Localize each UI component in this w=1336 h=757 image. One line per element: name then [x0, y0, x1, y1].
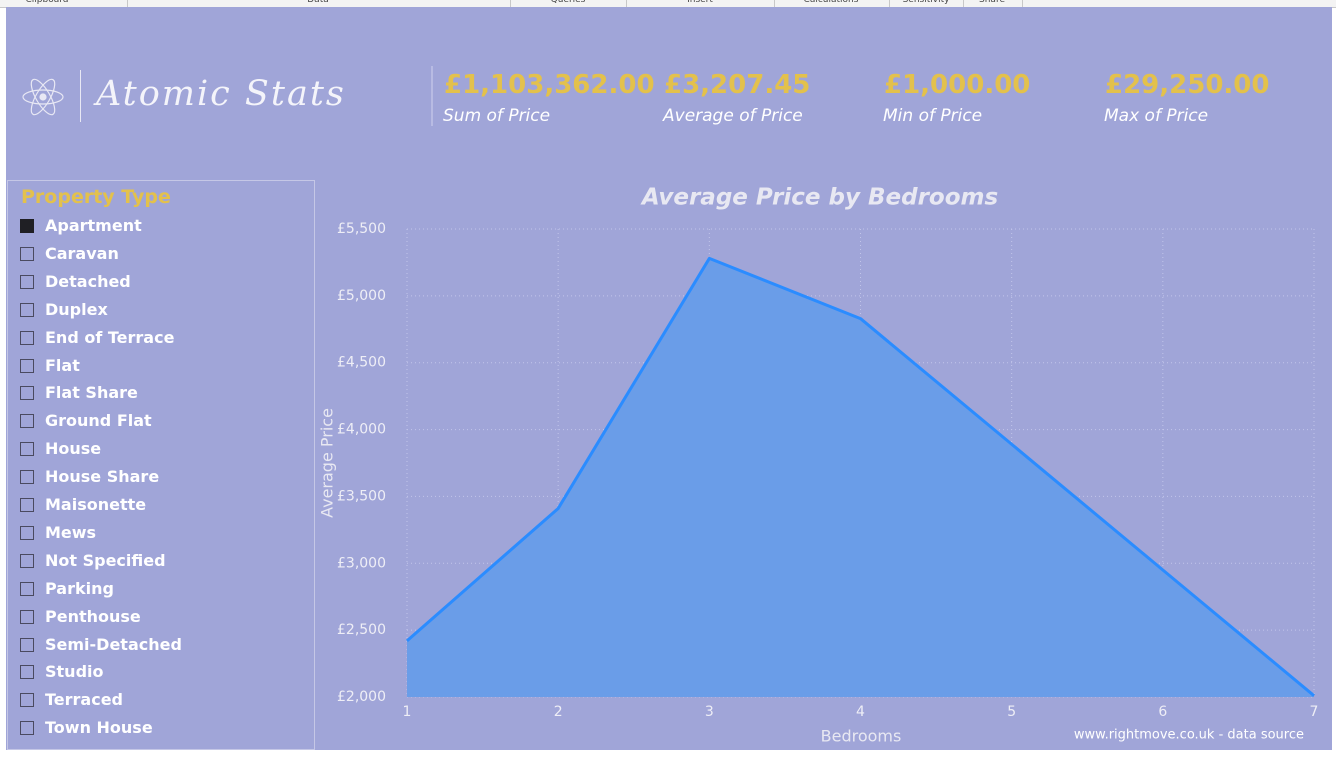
checkbox: [20, 302, 34, 317]
y-tick-label: £4,500: [337, 355, 386, 371]
x-tick-label: 3: [705, 704, 714, 720]
card-divider: [431, 66, 433, 126]
area-line: [406, 256, 1315, 697]
checkbox: [20, 470, 34, 485]
x-tick-label: 7: [1310, 704, 1319, 720]
ribbon-group-label: Calculations: [803, 0, 859, 5]
y-tick-label: £2,000: [337, 689, 386, 705]
ribbon-group-label: Data: [307, 0, 329, 5]
slicer-item-label: Parking: [45, 578, 114, 598]
slicer-item-label: Mews: [45, 522, 97, 542]
logo-text: Atomic Stats: [96, 74, 346, 114]
chart-title: Average Price by Bedrooms: [640, 185, 998, 211]
slicer-item-label: Caravan: [45, 243, 119, 263]
checkbox: [20, 358, 34, 373]
slicer-item-label: Maisonette: [45, 495, 147, 514]
slicer-item-label: Not Specified: [45, 550, 166, 570]
kpi-label: Average of Price: [663, 106, 803, 126]
slicer-item-label: Terraced: [45, 690, 124, 710]
x-tick-label: 2: [554, 704, 563, 720]
slicer-item-label: Studio: [45, 662, 104, 682]
checkbox: [20, 553, 34, 568]
ribbon-group-label: Clipboard: [25, 0, 69, 5]
x-tick-label: 6: [1158, 704, 1167, 720]
slicer-item-label: Ground Flat: [45, 411, 152, 431]
ribbon-separator: [774, 0, 775, 7]
checkbox: [20, 442, 34, 457]
checkbox: [20, 637, 34, 652]
logo-divider: [80, 70, 81, 122]
y-tick-label: £5,500: [337, 221, 386, 237]
ribbon-separator: [963, 0, 964, 7]
checkbox: [20, 246, 34, 261]
slicer-item-label: Flat: [45, 355, 80, 375]
kpi-label: Min of Price: [883, 106, 983, 126]
kpi-label: Max of Price: [1104, 106, 1209, 126]
checkbox: [20, 330, 34, 345]
checkbox: [20, 386, 34, 401]
x-tick-label: 4: [856, 704, 865, 720]
checkbox: [20, 581, 34, 596]
kpi-label: Sum of Price: [443, 106, 551, 126]
area-fill: [407, 258, 1314, 697]
ribbon-separator: [889, 0, 890, 7]
kpi-value: £1,103,362.00: [444, 70, 655, 100]
slicer-item-label: Flat Share: [45, 383, 138, 403]
slicer-item-label: Apartment: [45, 216, 142, 235]
slicer-item-label: Town House: [45, 718, 153, 738]
kpi-value: £1,000.00: [884, 70, 1031, 100]
y-tick-label: £2,500: [337, 622, 386, 638]
ribbon-separator: [1022, 0, 1023, 7]
y-tick-label: £4,000: [337, 422, 386, 438]
ribbon-group-label: Sensitivity: [902, 0, 950, 5]
x-tick-label: 1: [403, 704, 412, 720]
y-tick-label: £3,000: [337, 555, 386, 571]
kpi-value: £29,250.00: [1105, 70, 1270, 100]
y-axis-label: Average Price: [318, 408, 337, 518]
ribbon-separator: [510, 0, 511, 7]
checkbox: [20, 693, 34, 708]
checkbox: [20, 525, 34, 540]
checkbox: [20, 414, 34, 429]
checkbox: [20, 274, 34, 289]
ribbon-group-label: Insert: [687, 0, 713, 5]
logo-icon: [22, 78, 64, 116]
checkbox: [20, 609, 34, 624]
slicer-title: Property Type: [21, 186, 171, 208]
slicer: Property Type Apartment Caravan Detached Du…: [7, 180, 315, 750]
ribbon-separator: [127, 0, 128, 7]
slicer-item-label: Penthouse: [45, 606, 141, 626]
source-note: www.rightmove.co.uk - data source: [1074, 728, 1304, 743]
slicer-item-label: Semi-Detached: [45, 634, 182, 654]
slicer-item-label: Duplex: [45, 299, 108, 319]
ribbon-separator: [626, 0, 627, 7]
checkbox: [20, 665, 34, 680]
ribbon-group-label: Share: [979, 0, 1005, 5]
slicer-item-label: Detached: [45, 271, 131, 291]
checkbox: [20, 498, 34, 512]
checkbox: [20, 219, 34, 233]
kpi-value: £3,207.45: [664, 70, 811, 100]
slicer-item-label: House Share: [45, 467, 160, 487]
y-tick-label: £5,000: [337, 288, 386, 304]
x-axis-label: Bedrooms: [821, 727, 902, 746]
slicer-item-label: House: [45, 439, 102, 459]
ribbon-group-label: Queries: [550, 0, 586, 5]
checkbox: [20, 721, 34, 736]
x-tick-label: 5: [1007, 704, 1016, 720]
slicer-item-label: End of Terrace: [45, 327, 175, 347]
y-tick-label: £3,500: [337, 488, 386, 504]
